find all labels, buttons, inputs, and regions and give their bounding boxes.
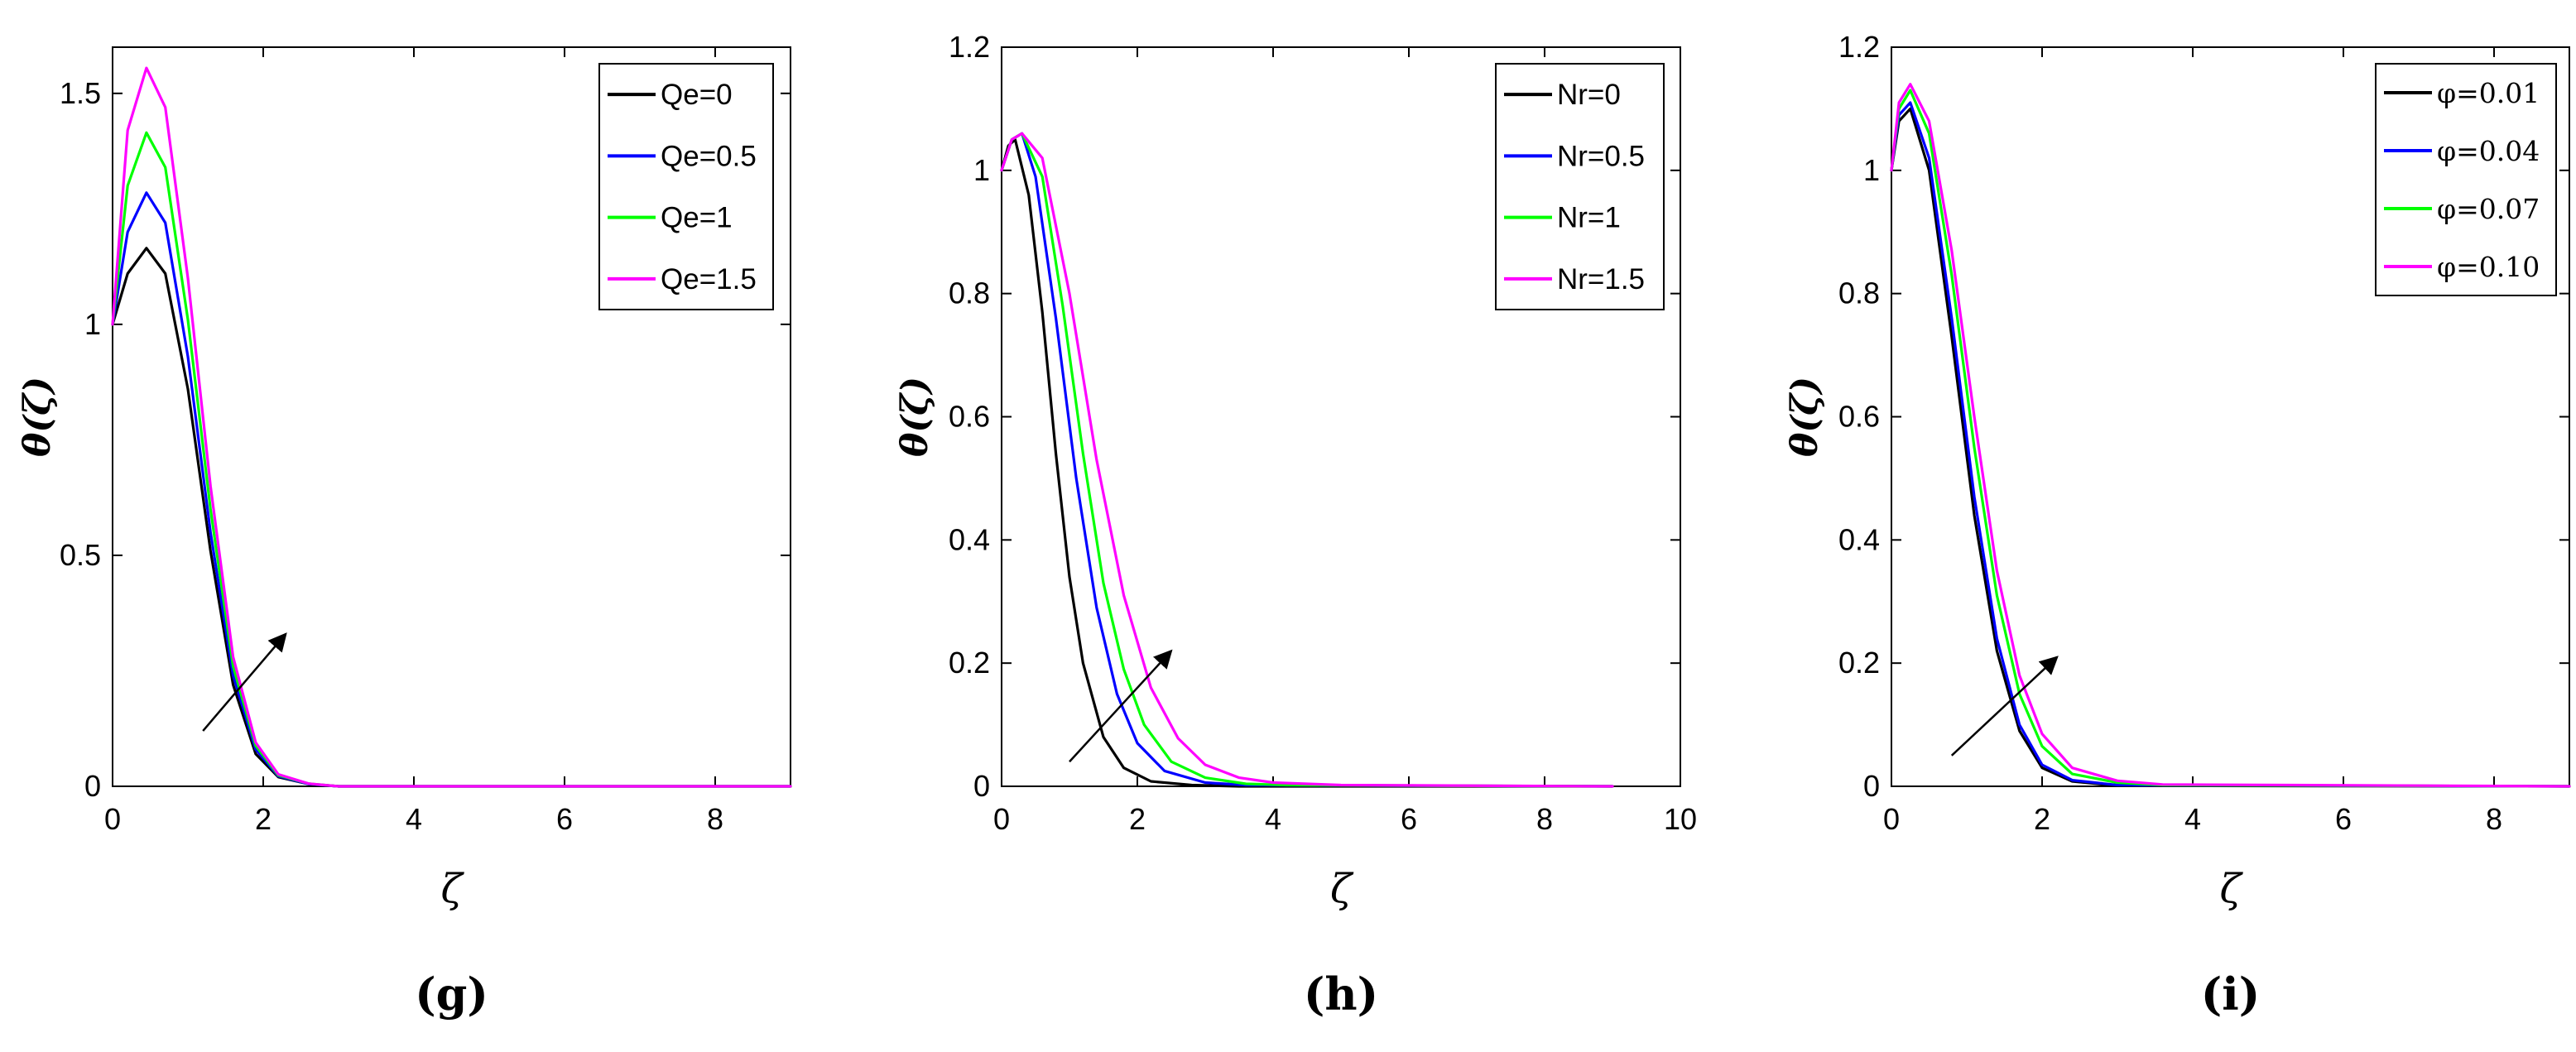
x-axis-label: ζ [1330, 866, 1354, 912]
x-tick-label: 6 [1401, 802, 1417, 836]
legend-label-4: Qe=1.5 [661, 263, 757, 295]
y-tick-label: 0.2 [1838, 646, 1880, 680]
chart-panel-2: 0 2 4 6 8 1000.20.40.60.811.2Nr=0Nr=0.5Nr=1Nr… [894, 30, 1697, 1021]
series-line-3 [1890, 89, 2571, 788]
legend: Nr=0 Nr=0.5 Nr=1 Nr=1.5 [1495, 63, 1665, 310]
x-axis-label: ζ [2219, 866, 2243, 912]
y-tick-label: 1.2 [1838, 30, 1880, 64]
y-tick-label: 1 [1863, 153, 1880, 187]
x-tick-label: 0 [1883, 802, 1900, 836]
legend-label-3: Nr=1 [1557, 202, 1621, 234]
y-axis-label: θ(ζ) [17, 377, 59, 457]
x-tick-label: 0 [104, 802, 121, 836]
x-tick-label: 2 [2034, 802, 2050, 836]
y-axis-label: θ(ζ) [1784, 377, 1826, 457]
chart-panel-1: 0 2 4 6 8 0 0.5 1 1.5 Qe=0 Qe=0.5 Qe=1 Qe=1.5 θ(ζ) ζ (g… [17, 46, 792, 1021]
trend-arrow [1950, 656, 2059, 757]
series-line-2 [1890, 101, 2571, 788]
x-tick-label: 2 [1129, 802, 1146, 836]
y-tick-label: 0.5 [60, 538, 101, 572]
series-line-4 [111, 66, 792, 788]
y-tick-label: 0.4 [1838, 522, 1880, 556]
panel-label: (g) [415, 968, 488, 1021]
y-tick-label: 0.6 [949, 400, 990, 434]
legend-box [598, 63, 774, 310]
legend-label-2: Qe=0.5 [661, 140, 757, 172]
x-tick-label: 4 [1265, 802, 1281, 836]
y-tick-label: 0 [973, 769, 990, 803]
legend-label-2: φ=0.04 [2437, 135, 2540, 167]
panel-label: (h) [1304, 968, 1378, 1021]
legend-label-1: φ=0.01 [2437, 77, 2540, 109]
chart-panel-3: 0 2 4 6 8 0 0.2 0.4 0.6 0.8 1 1.2 φ=0.01 φ=0.04 φ=0.07… [1784, 30, 2571, 1021]
legend-box [1495, 63, 1665, 310]
legend-label-2: Nr=0.5 [1557, 140, 1645, 172]
y-tick-label: 0.6 [1838, 400, 1880, 434]
x-tick-label: 2 [255, 802, 272, 836]
x-tick-label: 6 [556, 802, 573, 836]
y-tick-label: 1.5 [60, 76, 101, 110]
legend-label-1: Nr=0 [1557, 79, 1621, 111]
x-tick-label: 4 [2184, 802, 2201, 836]
x-tick-label: 8 [1536, 802, 1553, 836]
series-line-4 [1000, 132, 1614, 788]
y-tick-label: 0 [84, 769, 101, 803]
x-tick-label: 8 [707, 802, 723, 836]
legend: Qe=0 Qe=0.5 Qe=1 Qe=1.5 [598, 63, 774, 310]
y-tick-label: 1 [84, 307, 101, 341]
x-tick-label: 8 [2486, 802, 2502, 836]
x-tick-label: 6 [2335, 802, 2352, 836]
legend-label-4: Nr=1.5 [1557, 263, 1645, 295]
legend-label-3: φ=0.07 [2437, 193, 2540, 225]
trend-arrow [1069, 649, 1173, 763]
legend-label-4: φ=0.10 [2437, 251, 2540, 283]
series-line-1 [1000, 138, 1614, 788]
legend-label-3: Qe=1 [661, 202, 733, 234]
y-tick-label: 0 [1863, 769, 1880, 803]
y-tick-label: 0.4 [949, 522, 990, 556]
x-axis-label: ζ [440, 866, 464, 912]
y-axis-label: θ(ζ) [894, 377, 936, 457]
y-tick-label: 1 [973, 153, 990, 187]
x-tick-label: 4 [406, 802, 422, 836]
y-tick-label: 0.2 [949, 646, 990, 680]
panel-label: (i) [2201, 968, 2261, 1021]
legend-box [2375, 63, 2557, 296]
legend-label-1: Qe=0 [661, 79, 733, 111]
series-line-4 [1890, 83, 2571, 788]
x-tick-label: 0 [993, 802, 1010, 836]
legend: φ=0.01 φ=0.04 φ=0.07 φ=0.10 [2375, 63, 2557, 296]
y-tick-label: 0.8 [949, 276, 990, 310]
series-line-3 [1000, 132, 1614, 788]
x-tick-label: 10 [1664, 802, 1697, 836]
y-tick-label: 1.2 [949, 30, 990, 64]
y-tick-label: 0.8 [1838, 276, 1880, 310]
trend-arrow [202, 632, 287, 732]
